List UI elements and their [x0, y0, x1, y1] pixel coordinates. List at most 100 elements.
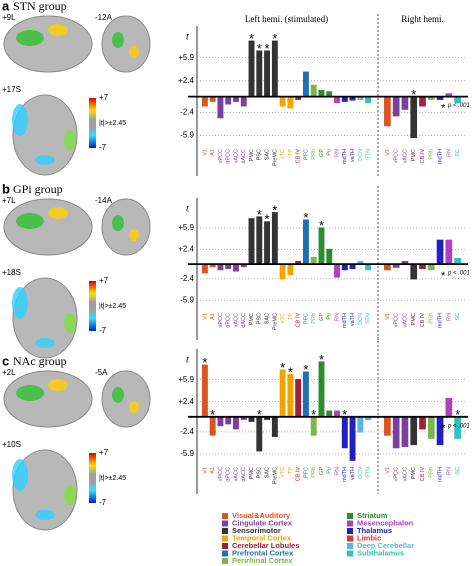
bar: [365, 96, 372, 104]
bar: [295, 261, 302, 265]
bar: [287, 373, 294, 417]
significance-star: *: [249, 31, 254, 46]
panel-title: GPi group: [13, 182, 63, 196]
bar: [271, 212, 278, 265]
colorbar: [89, 453, 96, 503]
bar: [310, 416, 317, 436]
significance-star: *: [411, 87, 416, 102]
x-tick-label: vPCC: [218, 467, 224, 481]
legend-label: Striatum: [357, 511, 388, 520]
slice-label: +7L: [2, 196, 16, 205]
activation-blob: [48, 379, 68, 391]
colorbar-tick-label: -7: [99, 498, 107, 507]
bar: [436, 239, 444, 265]
activation-blob: [48, 24, 68, 36]
significance-star: *: [265, 41, 270, 56]
bar: [279, 369, 286, 417]
x-tick-label: Pu: [327, 313, 333, 320]
hemisphere-title: Left hemi. (stimulated): [245, 14, 328, 24]
legend-label: Sensorimotor: [232, 526, 281, 535]
significance-star: *: [288, 364, 293, 379]
x-tick-label: vPCC: [218, 149, 224, 163]
bar: [256, 216, 263, 265]
x-tick-label: TP: [288, 467, 294, 474]
x-tick-label: PMC: [411, 149, 417, 161]
x-tick-label: PSC: [257, 313, 263, 324]
legend-label: Prefrontal Cortex: [232, 548, 294, 557]
activation-blob: [112, 387, 124, 403]
bar: [209, 96, 216, 102]
slice-label: +17S: [2, 85, 21, 94]
x-tick-label: TP: [288, 149, 294, 156]
bar: [419, 96, 426, 107]
legend-label: Thalamus: [357, 526, 392, 535]
bar: [217, 264, 224, 271]
activation-blob: [129, 229, 139, 241]
bar: [410, 264, 418, 280]
bar: [279, 96, 286, 107]
slice-label: +18S: [2, 268, 21, 277]
x-tick-label: RN: [334, 149, 340, 157]
x-tick-label: SAC: [265, 149, 271, 160]
legend-swatch: [222, 543, 228, 549]
bar: [248, 416, 255, 422]
bar: [365, 264, 372, 271]
activation-blob: [112, 215, 124, 231]
activation-blob: [35, 338, 55, 348]
bar: [334, 410, 340, 417]
colorbar-tick-label: +7: [99, 276, 109, 285]
coronal-slice: [101, 370, 151, 428]
bar: [445, 397, 453, 417]
note-star: *: [441, 102, 446, 114]
bar: [365, 416, 372, 420]
bar: [454, 258, 461, 265]
significance-star: *: [319, 218, 324, 233]
bar: [427, 416, 435, 439]
x-tick-label: SAC: [265, 313, 271, 324]
bar: [392, 264, 400, 268]
bar: [454, 416, 461, 439]
y-tick-label: +2.4: [178, 397, 194, 406]
x-tick-label: STN: [366, 467, 372, 478]
activation-blob: [112, 32, 124, 48]
note: p < .001: [447, 271, 470, 277]
bar: [454, 96, 461, 104]
legend-swatch: [347, 513, 353, 519]
x-tick-label: TP: [288, 313, 294, 320]
bar: [410, 96, 418, 139]
x-tick-label: CB IV: [296, 313, 302, 328]
x-tick-label: RN: [334, 467, 340, 475]
x-tick-label: SC: [455, 149, 461, 157]
hemisphere-title: Right hemi.: [401, 14, 444, 24]
bar: [349, 96, 356, 101]
legend-label: Mesencephalon: [357, 518, 414, 527]
bar: [445, 239, 453, 265]
slice-label: -12A: [95, 13, 113, 22]
axial-slice: [12, 94, 78, 176]
sagittal-slice: [3, 198, 93, 256]
y-tick-label: +5.9: [178, 223, 194, 232]
x-tick-label: PRh: [311, 149, 317, 160]
legend-label: Deep Cerebellar: [357, 541, 414, 550]
activation-blob: [16, 30, 44, 46]
x-tick-label: CB IV: [420, 149, 426, 164]
panel-letter: a: [2, 0, 10, 13]
y-tick-label: -2.4: [180, 108, 194, 117]
bar: [318, 361, 325, 417]
x-tick-label: PreMC: [272, 467, 278, 484]
threshold-label: |t|>±2.45: [99, 303, 126, 310]
bar: [349, 416, 356, 461]
bar: [233, 96, 239, 102]
x-tick-label: dPCC: [226, 313, 232, 328]
significance-star: *: [342, 407, 347, 422]
bar: [357, 96, 364, 100]
y-tick-label: +5.9: [178, 375, 194, 384]
y-tick-label: +2.4: [178, 245, 194, 254]
x-tick-label: vPCC: [394, 149, 400, 163]
legend-swatch: [347, 550, 353, 557]
bar: [302, 219, 309, 265]
bar: [264, 221, 271, 265]
slice-label: +9L: [2, 13, 16, 22]
bar: [201, 364, 208, 417]
x-tick-label: PMC: [411, 467, 417, 479]
